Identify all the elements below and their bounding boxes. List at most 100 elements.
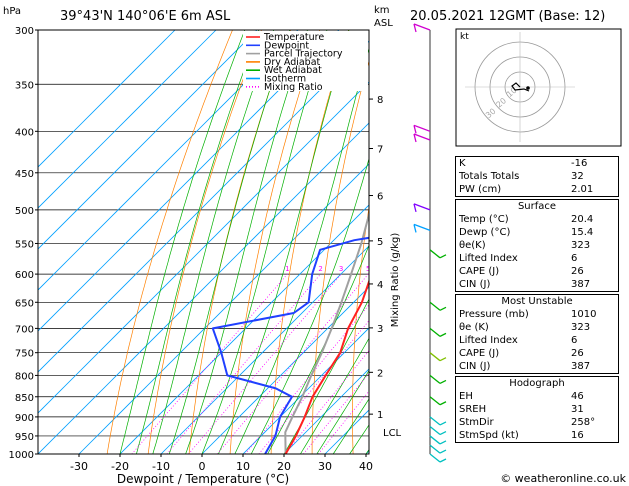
isotherm-line [38, 30, 217, 209]
legend-label: Dewpoint [264, 40, 309, 51]
temperature-tick-label: -10 [152, 460, 170, 473]
wind-barb-shaft [429, 426, 441, 436]
pressure-tick-label: 500 [15, 206, 34, 217]
x-axis-title: Dewpoint / Temperature (°C) [117, 472, 289, 486]
wind-barb-flag [413, 133, 417, 143]
surface-row: Lifted Index 6 [456, 252, 618, 265]
datetime-title: 20.05.2021 12GMT (Base: 12) [410, 9, 605, 24]
wind-barb [429, 453, 447, 463]
mixing-ratio-label: 15 [427, 265, 436, 273]
wet-adiabat-line [332, 398, 369, 454]
pressure-tick-label: 1000 [9, 450, 34, 461]
height-tick-label: 1 [377, 410, 383, 421]
height-tick-label: 7 [377, 144, 383, 155]
hodograph-box: Hodograph EH 46 SREH 31 StmDir 258° StmSpd … [455, 376, 619, 443]
pressure-tick-label: 600 [15, 270, 34, 281]
mixing-ratio-label: 3 [339, 265, 343, 273]
footer-credit: © weatheronline.co.uk [500, 472, 626, 485]
wind-barb-flag [413, 203, 417, 213]
hodograph-unit-label: kt [460, 32, 469, 42]
wind-barb [413, 124, 431, 134]
height-tick-label: 4 [377, 280, 383, 291]
legend-label: Wet Adiabat [264, 65, 322, 76]
dry-adiabat-line [106, 30, 233, 454]
index-value: 15.4 [571, 227, 594, 238]
index-value: 387 [571, 361, 591, 372]
index-value: 2.01 [571, 184, 594, 195]
wind-barb-shaft [429, 352, 441, 362]
wind-barb [429, 301, 447, 311]
lcl-label: LCL [383, 428, 402, 439]
wind-barb-flag [439, 449, 447, 454]
plot-frame [37, 29, 370, 455]
isotherm-line [38, 30, 176, 168]
hodograph-row: SREH 31 [456, 403, 618, 416]
isotherm-line [38, 81, 369, 414]
temperature-tick-label: 30 [318, 460, 332, 473]
wet-adiabat-line [300, 337, 369, 454]
isotherm-line [38, 30, 340, 332]
unstable-row: θe (K) 323 [456, 321, 618, 334]
pressure-tick-label: 400 [15, 127, 34, 138]
wind-barb-flag [439, 357, 447, 362]
index-value: 32 [571, 171, 584, 182]
wind-barb-shaft [429, 416, 441, 426]
pressure-tick-label: 450 [15, 169, 34, 180]
parcel-trajectory-line [284, 210, 369, 454]
index-label: StmDir [459, 417, 494, 428]
wind-barb [429, 396, 447, 406]
index-label: θe (K) [459, 322, 489, 333]
pressure-tick-label: 550 [15, 239, 34, 250]
index-value: 1010 [571, 309, 597, 320]
index-value: 26 [571, 348, 584, 359]
pressure-tick-label: 350 [15, 80, 34, 91]
unstable-row: CAPE (J) 26 [456, 347, 618, 360]
surface-box: Surface Temp (°C) 20.4 Dewp (°C) 15.4 θe(K… [455, 199, 619, 292]
mixing-ratio-line [216, 273, 369, 454]
index-label: Lifted Index [459, 253, 518, 264]
isotherm-line [78, 163, 369, 454]
most-unstable-title: Most Unstable [501, 296, 573, 307]
wind-barb [413, 23, 431, 33]
wet-adiabat-line [152, 30, 275, 454]
dewpoint-line [211, 236, 369, 454]
isotherm-line [38, 30, 299, 291]
index-label: CAPE (J) [459, 348, 500, 359]
wind-barb-shaft [429, 435, 441, 445]
wet-adiabat-line [136, 30, 260, 454]
wind-barb [413, 223, 431, 233]
index-value: 26 [571, 266, 584, 277]
mixing-ratio-label: 5 [366, 265, 370, 273]
legend-label: Dry Adiabat [264, 57, 321, 68]
dry-adiabat-line [352, 205, 369, 454]
wind-barb [429, 249, 447, 259]
location-title: 39°43'N 140°06'E 6m ASL [60, 9, 231, 24]
mixing-ratio-line [244, 304, 369, 454]
storm-motion-marker [526, 86, 530, 90]
index-label: StmSpd (kt) [459, 430, 519, 441]
wind-barb [413, 133, 431, 143]
wet-adiabat-line [119, 30, 246, 454]
wind-barb-flag [439, 379, 447, 384]
wind-barb-flag [439, 458, 447, 463]
index-label: Temp (°C) [459, 214, 509, 225]
index-label: θe(K) [459, 240, 486, 251]
hodograph-row: StmDir 258° [456, 416, 618, 429]
legend-label: Isotherm [264, 74, 306, 85]
height-tick-label: 2 [377, 368, 383, 379]
index-row-totals: Totals Totals 32 [456, 170, 618, 183]
surface-row: Temp (°C) 20.4 [456, 213, 618, 226]
wind-barb [413, 203, 431, 213]
unstable-row: CIN (J) 387 [456, 360, 618, 373]
most-unstable-box: Most Unstable Pressure (mb) 1010 θe (K) 32… [455, 294, 619, 374]
pressure-tick-label: 900 [15, 413, 34, 424]
wind-barb-shaft [413, 133, 431, 141]
axes: 3003504004505005506006507007508008509009… [9, 26, 402, 473]
isotherm-line [201, 286, 369, 454]
isotherm-line [38, 122, 369, 454]
index-label: PW (cm) [459, 184, 502, 195]
index-value: 258° [571, 417, 596, 428]
wind-barb [429, 327, 447, 337]
pressure-tick-label: 800 [15, 371, 34, 382]
